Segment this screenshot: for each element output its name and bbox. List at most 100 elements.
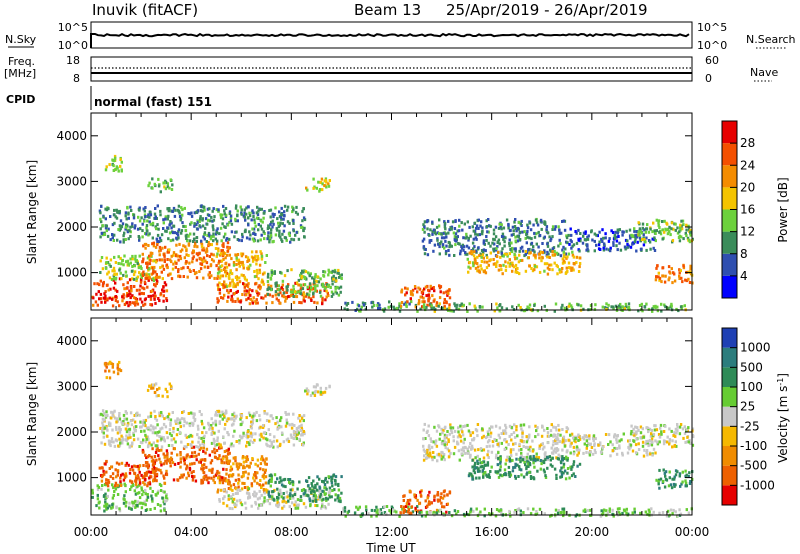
data-cell xyxy=(558,228,561,232)
data-cell xyxy=(193,222,196,226)
data-cell xyxy=(109,264,112,268)
data-cell xyxy=(272,215,275,219)
data-cell xyxy=(146,285,149,289)
data-cell xyxy=(254,462,257,466)
data-cell xyxy=(677,309,680,313)
data-cell xyxy=(192,232,196,236)
data-cell xyxy=(636,235,639,239)
data-cell xyxy=(340,491,343,495)
data-cell xyxy=(121,259,124,263)
y-tick-label: 2000 xyxy=(56,220,87,234)
data-cell xyxy=(144,433,147,437)
data-cell xyxy=(131,265,134,268)
data-cell xyxy=(231,499,235,503)
data-cell xyxy=(287,232,291,236)
data-cell xyxy=(222,488,226,492)
data-cell xyxy=(467,238,470,242)
data-cell xyxy=(508,424,512,428)
data-cell xyxy=(261,220,264,224)
data-cell xyxy=(162,294,165,298)
data-cell xyxy=(488,428,491,432)
data-cell xyxy=(461,304,464,308)
data-cell xyxy=(449,426,453,430)
data-cell xyxy=(540,227,543,231)
data-cell xyxy=(334,479,337,483)
data-cell xyxy=(199,267,203,271)
data-cell xyxy=(538,444,541,448)
data-cell xyxy=(114,215,117,219)
data-cell xyxy=(149,253,152,257)
data-cell xyxy=(442,490,446,494)
data-cell xyxy=(168,432,172,436)
data-cell xyxy=(129,205,132,209)
data-cell xyxy=(612,514,615,518)
data-cell xyxy=(255,410,258,414)
data-cell xyxy=(568,242,571,246)
data-cell xyxy=(251,259,255,263)
data-cell xyxy=(327,268,330,272)
data-cell xyxy=(383,505,386,509)
data-cell xyxy=(145,473,148,477)
data-cell xyxy=(537,230,540,234)
data-cell xyxy=(652,221,655,225)
data-cell xyxy=(571,244,574,248)
data-cell xyxy=(113,490,116,493)
data-cell xyxy=(316,488,319,492)
data-cell xyxy=(149,508,152,511)
data-cell xyxy=(166,454,169,458)
data-cell xyxy=(633,229,636,233)
data-cell xyxy=(226,299,229,303)
data-cell xyxy=(216,490,219,494)
data-cell xyxy=(164,215,167,219)
data-cell xyxy=(204,217,208,221)
data-cell xyxy=(268,240,271,244)
data-cell xyxy=(419,490,422,494)
data-cell xyxy=(509,514,512,518)
data-cell xyxy=(451,220,455,224)
data-cell xyxy=(544,451,547,455)
data-cell xyxy=(663,303,666,307)
data-cell xyxy=(533,304,536,307)
data-cell xyxy=(243,285,246,289)
data-cell xyxy=(437,452,441,456)
data-cell xyxy=(219,226,223,230)
data-cell xyxy=(190,214,194,218)
data-cell xyxy=(416,498,419,502)
data-cell xyxy=(432,286,435,289)
data-cell xyxy=(162,422,166,426)
data-cell xyxy=(255,419,259,423)
nsky-trace xyxy=(92,32,690,38)
data-cell xyxy=(290,237,293,241)
data-cell xyxy=(128,278,132,282)
data-cell xyxy=(299,287,303,291)
data-cell xyxy=(143,209,146,213)
data-cell xyxy=(155,472,159,476)
data-cell xyxy=(330,294,334,298)
data-cell xyxy=(277,284,280,288)
data-cell xyxy=(225,468,228,472)
data-cell xyxy=(96,497,100,501)
data-cell xyxy=(169,456,173,460)
data-cell xyxy=(140,267,143,270)
data-cell xyxy=(492,232,496,236)
data-cell xyxy=(447,219,450,223)
data-cell xyxy=(131,222,134,226)
data-cell xyxy=(535,510,538,513)
data-cell xyxy=(282,499,286,503)
data-cell xyxy=(129,234,132,238)
data-cell xyxy=(198,443,202,447)
data-cell xyxy=(529,251,532,255)
data-cell xyxy=(232,456,235,460)
data-cell xyxy=(618,241,621,245)
data-cell xyxy=(222,435,225,439)
data-cell xyxy=(319,294,323,298)
data-cell xyxy=(602,248,606,252)
data-cell xyxy=(564,247,567,251)
data-cell xyxy=(319,506,323,510)
data-cell xyxy=(182,410,185,413)
data-cell xyxy=(101,409,105,413)
data-cell xyxy=(217,247,220,251)
data-cell xyxy=(658,276,662,280)
data-cell xyxy=(564,271,568,275)
